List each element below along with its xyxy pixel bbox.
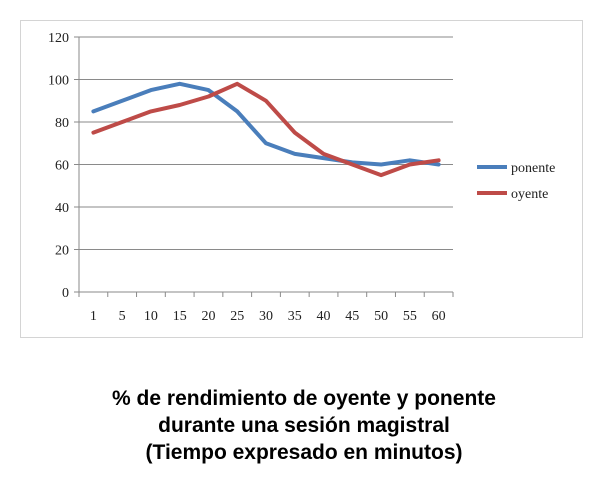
y-tick-label: 60 bbox=[55, 159, 69, 174]
x-tick-label: 50 bbox=[374, 309, 388, 324]
x-tick-label: 25 bbox=[230, 309, 244, 324]
series-line-oyente bbox=[91, 81, 441, 178]
caption-line-2: durante una sesión magistral bbox=[158, 414, 450, 437]
x-tick-label: 15 bbox=[173, 309, 187, 324]
y-tick-label: 80 bbox=[55, 116, 69, 131]
y-tick-label: 100 bbox=[48, 74, 69, 89]
caption-line-3: (Tiempo expresado en minutos) bbox=[145, 441, 463, 464]
x-tick-label: 55 bbox=[403, 309, 417, 324]
legend-label-ponente: ponente bbox=[511, 161, 555, 176]
y-tick-label: 20 bbox=[55, 244, 69, 259]
x-tick-label: 20 bbox=[201, 309, 215, 324]
y-tick-label: 0 bbox=[62, 286, 69, 301]
y-tick-label: 120 bbox=[48, 31, 69, 46]
legend: ponente oyente bbox=[477, 161, 555, 202]
x-tick-label: 10 bbox=[144, 309, 158, 324]
chart-frame: 0 20 40 60 80 100 120 1 5 10 15 20 25 30 35 40 45 50 55 60 … bbox=[20, 20, 583, 338]
x-tick-label: 40 bbox=[317, 309, 331, 324]
chart-caption: % de rendimiento de oyente y ponente dur… bbox=[0, 385, 608, 466]
series-line-ponente bbox=[91, 81, 441, 167]
series-lines bbox=[91, 81, 441, 178]
caption-line-1: % de rendimiento de oyente y ponente bbox=[112, 387, 496, 410]
x-tick-label: 35 bbox=[288, 309, 302, 324]
x-tick-label: 60 bbox=[432, 309, 446, 324]
y-tick-label: 40 bbox=[55, 201, 69, 216]
x-tick-label: 1 bbox=[90, 309, 97, 324]
x-tick-label: 5 bbox=[119, 309, 126, 324]
x-tick-label: 30 bbox=[259, 309, 273, 324]
gridlines bbox=[79, 36, 453, 250]
x-tick-label: 45 bbox=[345, 309, 359, 324]
legend-label-oyente: oyente bbox=[511, 187, 548, 202]
